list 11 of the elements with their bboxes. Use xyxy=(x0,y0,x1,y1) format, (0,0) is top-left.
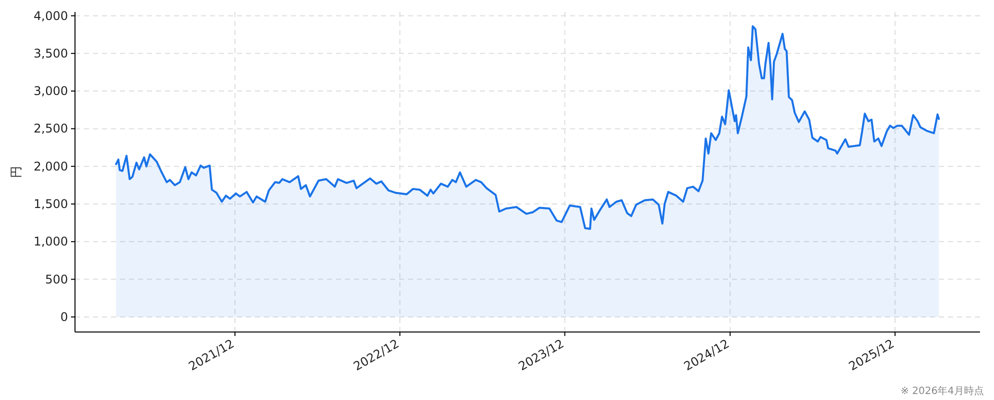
text: ※ 2026年4月時点 xyxy=(900,385,984,397)
y-axis-title: 円 xyxy=(9,166,23,178)
y-tick-label: 4,000 xyxy=(34,8,68,23)
y-tick-label: 0 xyxy=(60,310,68,324)
y-tick-label: 3,500 xyxy=(34,46,68,60)
y-tick-label: 2,000 xyxy=(34,159,68,174)
y-tick-label: 1,500 xyxy=(34,197,68,211)
y-tick-label: 2,500 xyxy=(34,122,68,136)
y-tick-label: 1,000 xyxy=(34,234,68,249)
y-tick-label: 500 xyxy=(45,272,68,286)
y-tick-label: 3,000 xyxy=(34,84,68,98)
